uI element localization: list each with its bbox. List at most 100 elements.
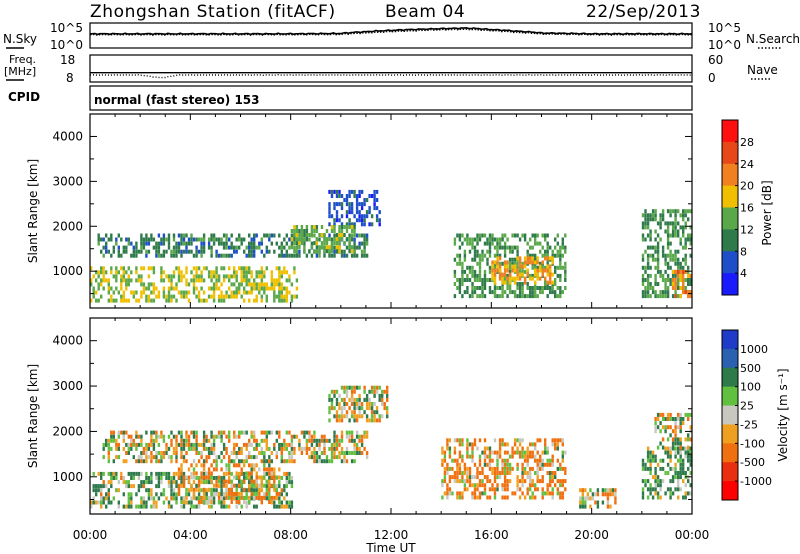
heatmap-cell — [323, 442, 326, 447]
heatmap-cell — [649, 229, 652, 234]
heatmap-cell — [263, 290, 266, 295]
heatmap-cell — [521, 446, 524, 451]
heatmap-cell — [661, 445, 665, 450]
heatmap-cell — [115, 266, 118, 271]
heatmap-cell — [253, 249, 256, 254]
heatmap-cell — [190, 487, 193, 492]
heatmap-cell — [544, 462, 547, 467]
heatmap-cell — [544, 253, 547, 258]
heatmap-cell — [100, 294, 103, 299]
heatmap-cell — [473, 249, 477, 254]
heatmap-cell — [383, 406, 386, 411]
heatmap-cell — [265, 491, 268, 496]
heatmap-cell — [192, 430, 196, 435]
heatmap-cell — [192, 278, 196, 283]
heatmap-cell — [646, 225, 650, 230]
heatmap-cell — [564, 487, 567, 492]
heatmap-cell — [671, 282, 675, 286]
heatmap-cell — [120, 237, 123, 242]
heatmap-cell — [270, 500, 273, 504]
heatmap-cell — [669, 241, 672, 246]
heatmap-cell — [245, 290, 248, 295]
heatmap-cell — [441, 483, 444, 488]
heatmap-cell — [523, 454, 527, 459]
heatmap-cell — [646, 454, 650, 459]
heatmap-cell — [260, 249, 263, 254]
heatmap-cell — [170, 249, 173, 254]
heatmap-cell — [353, 397, 356, 402]
heatmap-cell — [140, 500, 143, 505]
heatmap-cell — [581, 500, 584, 505]
heatmap-cell — [145, 249, 148, 254]
heatmap-cell — [255, 270, 258, 275]
heatmap-cell — [110, 286, 113, 291]
heatmap-cell — [165, 496, 168, 501]
heatmap-cell — [340, 202, 344, 207]
heatmap-cell — [554, 265, 557, 270]
heatmap-cell — [95, 484, 98, 489]
heatmap-cell — [591, 492, 595, 497]
heatmap-cell — [167, 455, 171, 460]
heatmap-cell — [544, 233, 547, 238]
heatmap-cell — [328, 410, 331, 415]
heatmap-cell — [97, 488, 100, 493]
heatmap-cell — [355, 210, 359, 215]
heatmap-cell — [248, 487, 251, 492]
heatmap-cell — [466, 442, 469, 447]
heatmap-cell — [539, 286, 542, 290]
heatmap-cell — [554, 278, 557, 282]
heatmap-cell — [606, 496, 610, 501]
heatmap-cell — [546, 253, 549, 258]
heatmap-cell — [253, 430, 256, 435]
heatmap-cell — [353, 406, 356, 411]
heatmap-cell — [233, 245, 236, 250]
heatmap-cell — [313, 459, 316, 464]
heatmap-cell — [363, 222, 366, 227]
heatmap-cell — [345, 202, 349, 207]
heatmap-cell — [488, 265, 492, 270]
heatmap-cell — [646, 487, 650, 492]
heatmap-cell — [305, 233, 309, 237]
heatmap-cell — [225, 467, 228, 472]
heatmap-cell — [646, 294, 650, 299]
heatmap-cell — [358, 414, 361, 419]
heatmap-cell — [200, 463, 203, 468]
heatmap-cell — [534, 442, 537, 447]
heatmap-cell — [368, 206, 371, 211]
heatmap-cell — [100, 476, 103, 480]
heatmap-cell — [215, 488, 218, 493]
heatmap-cell — [656, 282, 660, 286]
heatmap-cell — [491, 241, 494, 246]
heatmap-cell — [493, 272, 497, 277]
heatmap-cell — [140, 245, 143, 250]
heatmap-cell — [225, 434, 228, 439]
heatmap-cell — [471, 442, 474, 447]
heatmap-cell — [155, 249, 158, 254]
heatmap-cell — [170, 274, 173, 279]
heatmap-cell — [513, 438, 517, 443]
heatmap-cell — [182, 290, 186, 295]
heatmap-cell — [353, 389, 356, 394]
heatmap-cell — [506, 487, 509, 492]
heatmap-cell — [333, 253, 336, 258]
heatmap-cell — [529, 245, 532, 250]
heatmap-cell — [112, 471, 115, 476]
heatmap-cell — [443, 491, 447, 496]
heatmap-cell — [310, 442, 314, 447]
heatmap-cell — [335, 418, 339, 423]
heatmap-cell — [666, 209, 670, 214]
heatmap-cell — [230, 484, 233, 489]
heatmap-cell — [250, 455, 253, 460]
heatmap-cell — [526, 454, 529, 459]
heatmap-cell — [127, 266, 130, 271]
heatmap-cell — [190, 270, 193, 275]
heatmap-cell — [125, 442, 128, 447]
heatmap-cell — [120, 476, 123, 480]
heatmap-cell — [225, 290, 228, 295]
heatmap-cell — [295, 237, 299, 242]
heatmap-cell — [649, 454, 652, 459]
heatmap-cell — [360, 218, 364, 223]
heatmap-cell — [147, 476, 151, 480]
heatmap-cell — [207, 487, 211, 492]
heatmap-cell — [333, 393, 336, 398]
